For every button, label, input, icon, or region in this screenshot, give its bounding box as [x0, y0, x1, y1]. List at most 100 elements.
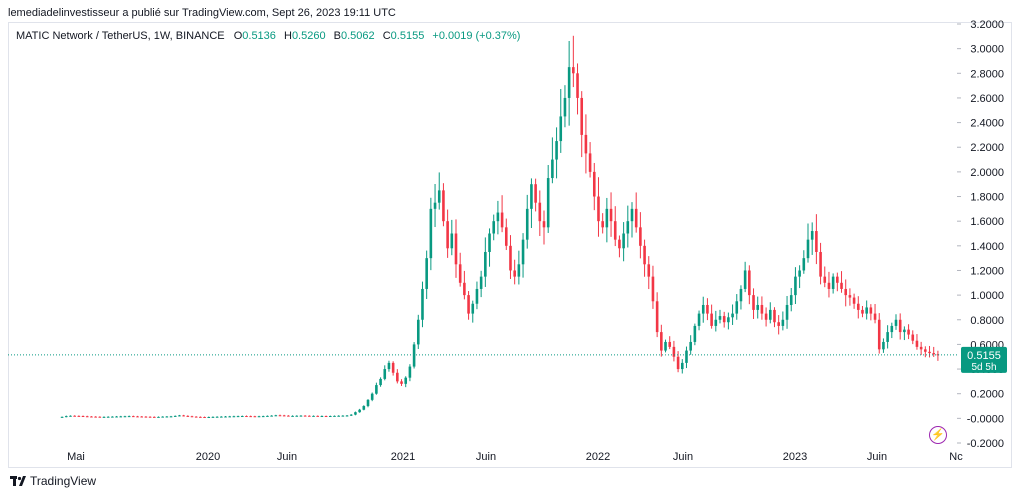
- x-tick-label: Juin: [476, 451, 496, 463]
- candle-body: [245, 416, 248, 418]
- x-tick-label: 2022: [586, 451, 610, 463]
- candle-body: [102, 416, 106, 418]
- candle-body: [173, 415, 177, 417]
- candle-body: [588, 153, 592, 172]
- last-price-tag: [961, 346, 1007, 373]
- candle-body: [291, 415, 294, 417]
- candle-body: [605, 208, 609, 228]
- candle-body: [819, 251, 822, 277]
- candle-body: [220, 416, 223, 418]
- legend-close-label: C: [382, 30, 391, 42]
- candle-body: [404, 377, 408, 384]
- candle-body: [383, 369, 387, 379]
- candle-body: [249, 416, 252, 418]
- candle-body: [697, 313, 701, 326]
- legend-open-label: O: [233, 30, 243, 42]
- candle-body: [555, 141, 558, 160]
- candle-body: [802, 258, 806, 271]
- candle-body: [240, 416, 244, 418]
- candle-body: [898, 319, 902, 333]
- candle-body: [416, 319, 420, 345]
- chart-frame: [8, 22, 1012, 468]
- candle-body: [701, 304, 705, 314]
- candle-body: [261, 416, 265, 418]
- legend-change: +0.0019 (+0.37%): [432, 30, 521, 42]
- candle-body: [479, 276, 483, 289]
- candle-body: [111, 416, 114, 418]
- candle-body: [266, 415, 269, 417]
- x-tick-label: Juin: [867, 451, 887, 463]
- candle-body: [936, 354, 940, 356]
- candle-body: [366, 399, 370, 407]
- candle-body: [345, 415, 349, 417]
- candle-body: [484, 251, 487, 277]
- candle-body: [308, 415, 311, 417]
- candle-body: [282, 415, 286, 417]
- candle-body: [823, 276, 827, 283]
- candle-body: [73, 415, 76, 417]
- y-tick-label: 2.6000: [970, 93, 1004, 105]
- y-tick-label: 0.8000: [970, 315, 1004, 327]
- candle-body: [257, 416, 261, 418]
- legend-open-value: 0.5136: [242, 30, 276, 42]
- footer-brand[interactable]: TradingView: [30, 474, 97, 488]
- candle-body: [877, 319, 881, 350]
- candle-body: [613, 221, 617, 240]
- candle-body: [182, 415, 185, 417]
- candle-body: [194, 416, 198, 418]
- candle-body: [735, 301, 739, 314]
- candle-body: [442, 190, 445, 222]
- legend-high-label: H: [283, 30, 292, 42]
- candle-body: [873, 313, 877, 320]
- published-by-line: lemediadelinvestisseur a publié sur Trad…: [8, 7, 396, 19]
- candle-body: [203, 416, 206, 418]
- candle-body: [743, 270, 747, 289]
- x-tick-label: 2023: [783, 451, 807, 463]
- candle-body: [764, 313, 768, 320]
- y-tick-label: 3.0000: [970, 44, 1004, 56]
- candle-body: [597, 196, 600, 222]
- candle-body: [228, 416, 232, 418]
- candle-body: [827, 282, 831, 289]
- candle-body: [509, 245, 512, 271]
- candle-body: [375, 385, 378, 394]
- candle-body: [165, 416, 169, 418]
- candle-body: [572, 67, 575, 74]
- candle-body: [148, 416, 152, 418]
- candle-body: [626, 221, 630, 234]
- candle-body: [894, 319, 898, 326]
- candle-body: [815, 231, 818, 252]
- candle-body: [270, 415, 273, 417]
- y-tick-label: -0.0000: [967, 413, 1004, 425]
- candle-body: [660, 332, 663, 351]
- candle-body: [928, 351, 931, 354]
- candle-body: [429, 208, 433, 259]
- candle-body: [157, 416, 160, 418]
- y-tick-label: 2.2000: [970, 142, 1004, 154]
- candle-body: [132, 416, 135, 418]
- candle-body: [463, 282, 466, 296]
- candle-body: [924, 349, 927, 352]
- candle-body: [408, 366, 412, 378]
- legend-low-label: B: [333, 30, 341, 42]
- y-tick-label: 1.4000: [970, 241, 1004, 253]
- candle-body: [907, 329, 910, 335]
- candle-body: [299, 415, 303, 417]
- candle-body: [538, 202, 542, 222]
- candle-body: [467, 295, 470, 314]
- candle-body: [664, 341, 667, 351]
- candle-body: [639, 227, 642, 246]
- candle-body: [504, 227, 508, 246]
- candle-body: [341, 415, 345, 417]
- candle-body: [903, 329, 906, 333]
- candle-body: [542, 221, 546, 228]
- lightning-icon[interactable]: ⚡: [929, 426, 947, 444]
- candle-body: [622, 233, 625, 249]
- candle-body: [77, 415, 81, 417]
- candle-body: [844, 288, 848, 296]
- candle-body: [362, 406, 366, 410]
- candle-body: [785, 304, 789, 320]
- candle-body: [886, 332, 889, 342]
- candle-body: [358, 409, 361, 413]
